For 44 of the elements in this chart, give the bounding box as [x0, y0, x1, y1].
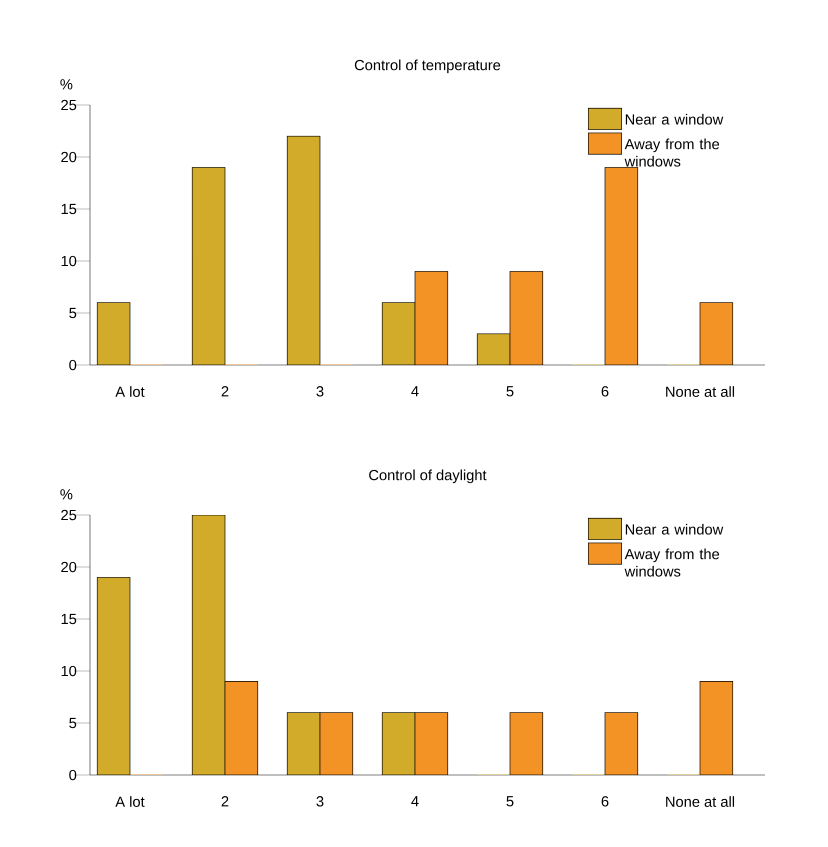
chart-title: Control of daylight: [369, 470, 486, 484]
x-tick-label: 2: [222, 386, 228, 396]
y-tick-label: 20: [61, 562, 76, 572]
x-tick-label: 3: [316, 386, 324, 397]
y-tick-label: 0: [69, 360, 76, 370]
x-tick-label: 5: [506, 386, 514, 396]
y-tick-label: 5: [69, 718, 76, 728]
x-tick-label: 3: [316, 796, 324, 807]
y-axis-title: %: [60, 489, 72, 500]
legend-label: Away from the windows: [624, 138, 720, 167]
x-tick-label: 5: [506, 796, 514, 806]
x-tick-label: 4: [411, 386, 419, 396]
y-tick-label: 10: [62, 666, 76, 676]
bar: [414, 712, 448, 775]
x-tick-label: 4: [411, 796, 419, 806]
y-axis-title: %: [60, 79, 72, 90]
y-tick-label: 15: [62, 204, 76, 214]
x-tick-label: 6: [602, 796, 608, 807]
chart-title: Control of temperature: [354, 60, 500, 74]
y-tick-label: 0: [69, 770, 76, 780]
bar: [604, 712, 638, 775]
bar: [224, 681, 258, 775]
x-tick-label: 6: [602, 386, 608, 397]
bar: [700, 302, 734, 365]
bar: [414, 271, 448, 365]
y-tick-label: 10: [62, 256, 76, 266]
y-tick-label: 5: [69, 308, 76, 318]
legend-label: Near a window: [626, 114, 724, 125]
bar: [510, 271, 544, 365]
x-tick-label: None at all: [666, 386, 734, 397]
bar: [320, 712, 354, 775]
y-tick-label: 25: [61, 510, 76, 520]
bar: [700, 681, 734, 775]
bar: [604, 167, 638, 365]
y-tick-label: 15: [62, 614, 76, 624]
legend-label: Away from the windows: [624, 548, 720, 577]
y-tick-label: 20: [61, 152, 76, 162]
x-tick-label: A lot: [115, 386, 145, 397]
legend-label: Near a window: [626, 524, 724, 535]
bar: [510, 712, 544, 775]
x-tick-label: 2: [222, 796, 228, 806]
x-tick-label: A lot: [115, 796, 145, 807]
y-tick-label: 25: [61, 100, 76, 110]
x-tick-label: None at all: [666, 796, 734, 807]
